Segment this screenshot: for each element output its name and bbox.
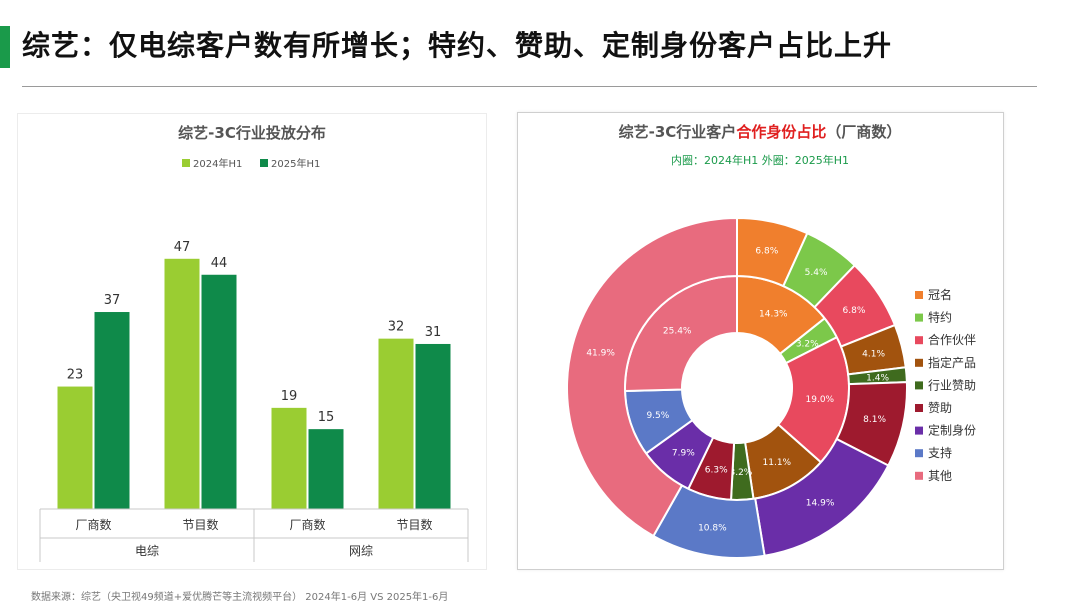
legend-swatch-特约 [915, 313, 923, 322]
bar-2024年H1-0 [57, 386, 93, 509]
inner-slice-label: 3.2% [796, 339, 819, 349]
outer-slice-label: 5.4% [805, 268, 828, 278]
legend-swatch-其他 [915, 471, 923, 480]
legend-swatch-定制身份 [915, 426, 923, 435]
outer-slice-label: 6.8% [755, 247, 778, 257]
legend-swatch-指定产品 [915, 358, 923, 367]
legend-swatch-支持 [915, 449, 923, 458]
x-tick-label: 节目数 [182, 517, 218, 532]
legend-label-赞助: 赞助 [928, 401, 952, 415]
bar-value-label: 15 [318, 410, 335, 425]
inner-slice-label: 3.2% [729, 468, 752, 478]
legend-swatch-2024年H1 [182, 159, 190, 167]
bar-2025年H1-1 [201, 274, 237, 509]
x-group-label: 网综 [349, 544, 373, 558]
outer-slice-label: 10.8% [698, 523, 727, 533]
legend-swatch-2025年H1 [260, 159, 268, 167]
donut-subtitle: 内圈：2024年H1 外圈：2025年H1 [671, 153, 849, 167]
x-tick-label: 节目数 [396, 517, 432, 532]
outer-slice-label: 4.1% [862, 350, 885, 360]
legend-label-特约: 特约 [928, 310, 952, 325]
inner-slice-label: 14.3% [759, 309, 788, 319]
bar-2024年H1-1 [164, 258, 200, 509]
bar-2025年H1-0 [94, 312, 130, 509]
outer-slice-label: 41.9% [586, 349, 615, 359]
outer-slice-label: 1.4% [866, 373, 889, 383]
bar-chart: 综艺-3C行业投放分布 2024年H1 2025年H1 23 37 47 44 19 15 32 3… [39, 124, 469, 562]
inner-slice-label: 6.3% [705, 465, 728, 475]
legend-label-支持: 支持 [928, 445, 952, 460]
legend-label-冠名: 冠名 [928, 287, 952, 302]
bar-2024年H1-3 [378, 338, 414, 509]
bar-value-label: 19 [281, 389, 298, 404]
bar-value-label: 44 [211, 256, 228, 271]
legend-label-行业赞助: 行业赞助 [928, 378, 976, 392]
legend-label-指定产品: 指定产品 [928, 355, 976, 370]
bar-value-label: 23 [67, 368, 84, 383]
x-group-label: 电综 [135, 544, 159, 558]
legend-swatch-行业赞助 [915, 381, 923, 390]
inner-slice-label: 11.1% [763, 458, 792, 468]
legend-label-合作伙伴: 合作伙伴 [928, 332, 976, 347]
donut-chart-panel: 综艺-3C行业客户合作身份占比（厂商数） 内圈：2024年H1 外圈：2025年H… [517, 112, 1004, 570]
bar-value-label: 37 [104, 293, 121, 308]
bar-2024年H1-2 [271, 407, 307, 509]
outer-slice-其他 [566, 216, 738, 538]
bar-value-label: 47 [174, 240, 191, 255]
outer-slice-label: 6.8% [843, 306, 866, 316]
inner-slice-label: 25.4% [663, 326, 692, 336]
legend-swatch-冠名 [915, 291, 923, 299]
legend-label-2025年H1: 2025年H1 [271, 157, 320, 170]
legend-swatch-合作伙伴 [915, 336, 923, 345]
title-accent-bar [0, 26, 10, 68]
bar-chart-title: 综艺-3C行业投放分布 [178, 124, 326, 142]
data-source-note: 数据来源：综艺（央卫视49频道+爱优腾芒等主流视频平台） 2024年1-6月 V… [31, 592, 449, 603]
legend-label-其他: 其他 [928, 469, 952, 483]
bar-value-label: 31 [425, 325, 442, 340]
title-divider [22, 86, 1037, 87]
bar-2025年H1-2 [308, 429, 344, 509]
outer-slice-label: 14.9% [806, 498, 835, 508]
donut-chart-title: 综艺-3C行业客户合作身份占比（厂商数） [619, 123, 902, 141]
outer-slice-label: 8.1% [863, 415, 886, 425]
x-tick-label: 厂商数 [289, 517, 325, 532]
bar-chart-panel: 综艺-3C行业投放分布 2024年H1 2025年H1 23 37 47 44 19 15 32 3… [17, 113, 487, 570]
donut-chart: 综艺-3C行业客户合作身份占比（厂商数） 内圈：2024年H1 外圈：2025年H… [566, 123, 976, 559]
bar-2025年H1-3 [415, 343, 451, 509]
page-title: 综艺：仅电综客户数有所增长；特约、赞助、定制身份客户占比上升 [22, 29, 893, 62]
legend-swatch-赞助 [915, 404, 923, 412]
legend-label-2024年H1: 2024年H1 [193, 157, 242, 170]
bar-value-label: 32 [388, 320, 405, 335]
inner-slice-label: 7.9% [672, 448, 695, 458]
legend-label-定制身份: 定制身份 [928, 423, 976, 438]
inner-slice-label: 19.0% [806, 395, 835, 405]
inner-slice-label: 9.5% [646, 411, 669, 421]
x-tick-label: 厂商数 [75, 517, 111, 532]
